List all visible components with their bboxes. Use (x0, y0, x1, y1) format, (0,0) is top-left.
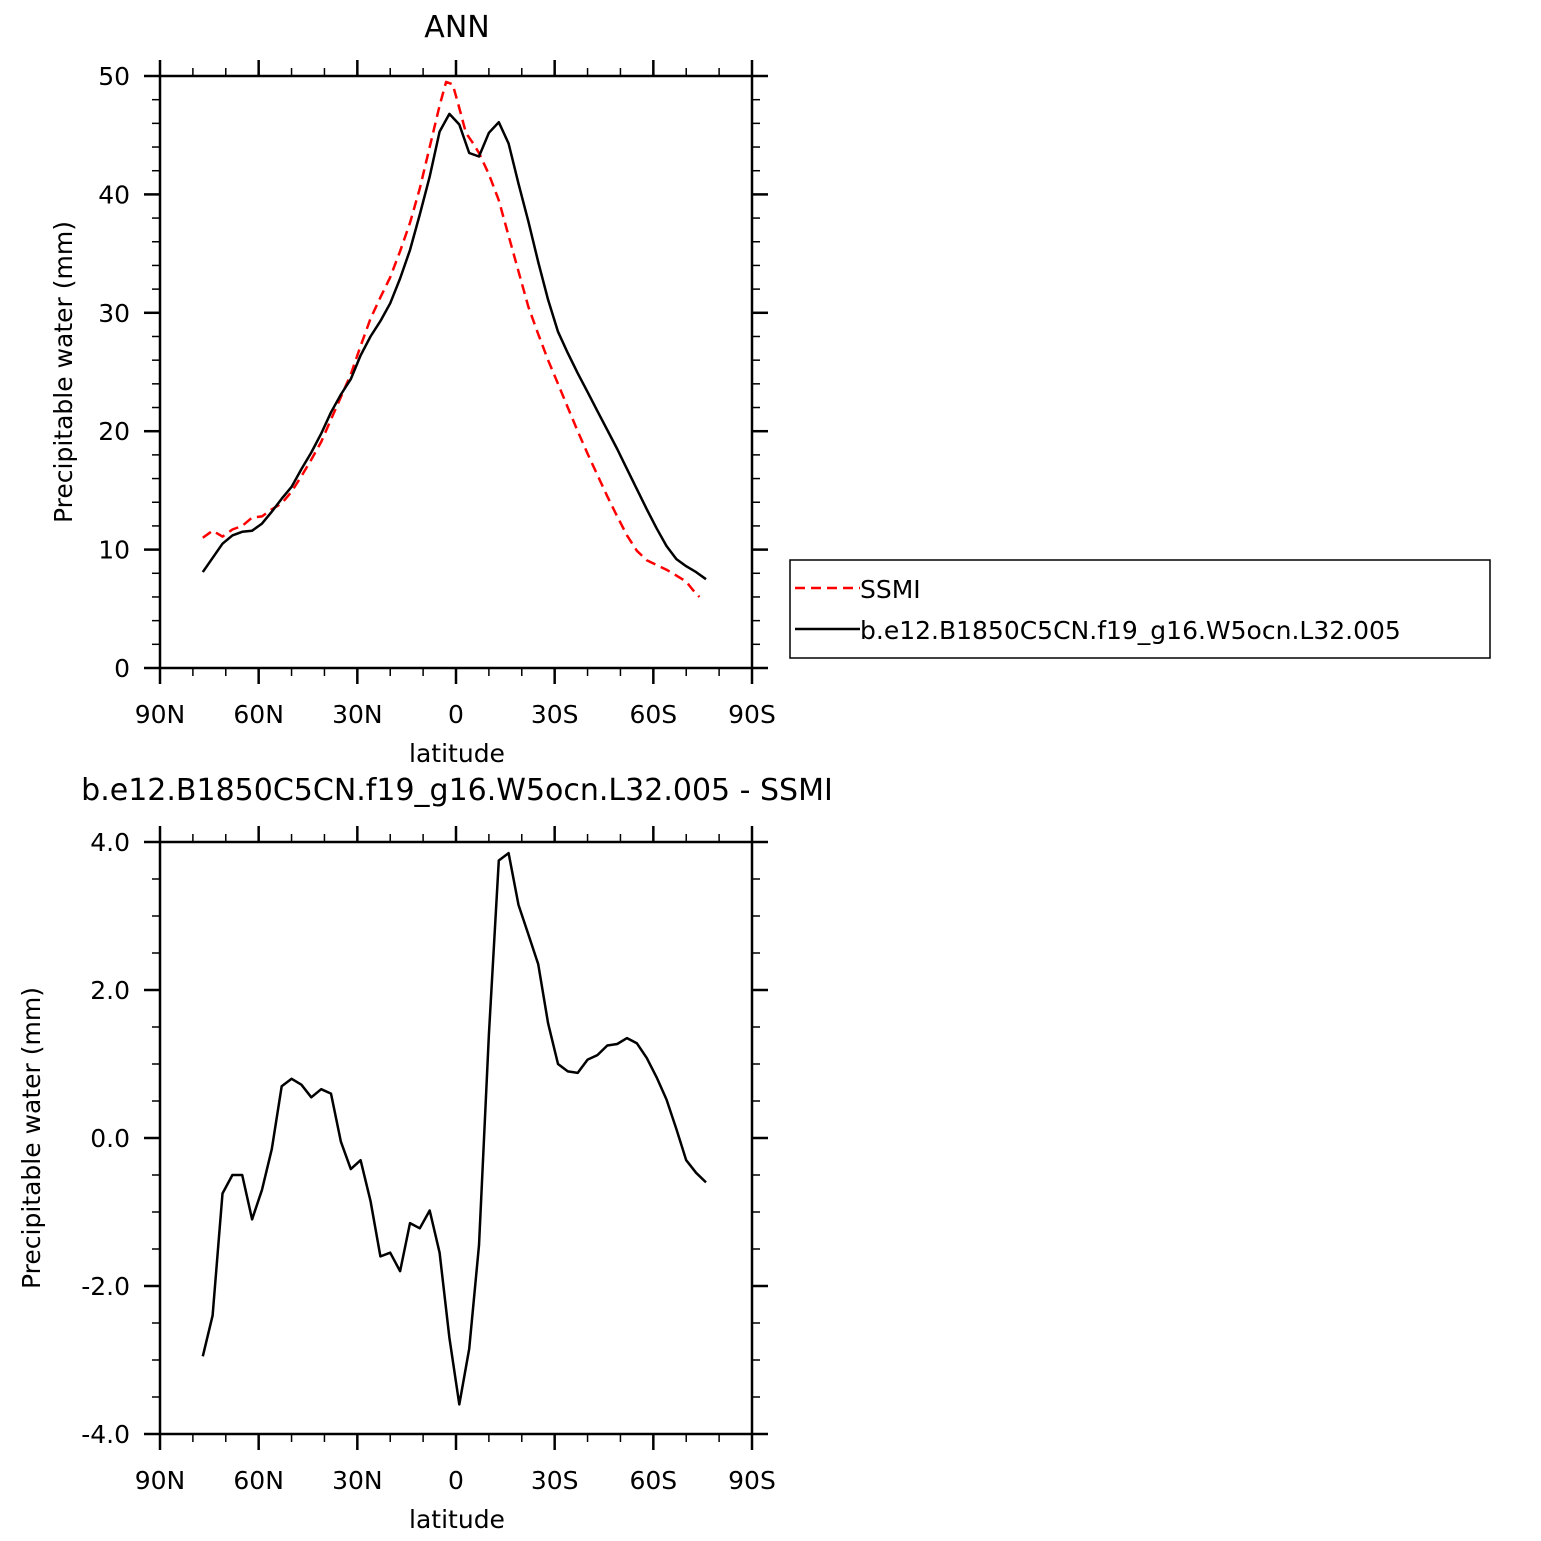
bottom-x-tick-label: 30S (531, 1466, 579, 1495)
top-y-tick-label: 0 (114, 654, 130, 683)
top-y-tick-label: 50 (98, 62, 130, 91)
bottom-panel-title: b.e12.B1850C5CN.f19_g16.W5ocn.L32.005 - … (81, 773, 833, 808)
top-series-line-1 (201, 112, 707, 581)
top-x-axis-label: latitude (409, 739, 505, 768)
bottom-y-tick-label: 0.0 (90, 1124, 130, 1153)
bottom-x-tick-label: 60S (629, 1466, 677, 1495)
top-y-tick-label: 20 (98, 417, 130, 446)
top-series-lines (201, 80, 707, 598)
bottom-y-axis-label: Precipitable water (mm) (17, 987, 46, 1289)
top-series-line-0 (202, 80, 701, 598)
legend-label-model: b.e12.B1850C5CN.f19_g16.W5ocn.L32.005 (860, 616, 1401, 645)
top-x-tick-label: 60S (629, 700, 677, 729)
bottom-panel: b.e12.B1850C5CN.f19_g16.W5ocn.L32.005 - … (17, 773, 833, 1534)
bottom-y-tick-label: -2.0 (81, 1272, 130, 1301)
bottom-x-tick-label: 60N (233, 1466, 284, 1495)
top-y-tick-label: 40 (98, 180, 130, 209)
legend-box (789, 559, 1491, 659)
bottom-y-tick-label: 2.0 (90, 976, 130, 1005)
bottom-plot-frame (158, 840, 754, 1436)
top-panel: ANN 0 10 20 30 40 50 90N 60N 30N 0 30S 60S 90S lati… (49, 10, 776, 768)
bottom-x-tick-label: 30N (332, 1466, 383, 1495)
top-x-tick-label: 30S (531, 700, 579, 729)
bottom-series-line-0 (201, 851, 707, 1406)
bottom-x-axis: 90N 60N 30N 0 30S 60S 90S (135, 826, 776, 1495)
bottom-x-tick-label: 0 (448, 1466, 464, 1495)
bottom-x-tick-label: 90N (135, 1466, 186, 1495)
top-x-tick-label: 90S (728, 700, 776, 729)
legend-label-ssmi: SSMI (860, 575, 921, 604)
top-x-tick-label: 60N (233, 700, 284, 729)
top-y-tick-label: 30 (98, 299, 130, 328)
top-y-tick-label: 10 (98, 536, 130, 565)
bottom-y-axis: -4.0 -2.0 0.0 2.0 4.0 (81, 828, 768, 1449)
top-x-tick-label: 90N (135, 700, 186, 729)
top-x-axis: 90N 60N 30N 0 30S 60S 90S (135, 60, 776, 729)
top-y-axis-label: Precipitable water (mm) (49, 221, 78, 523)
top-y-axis: 0 10 20 30 40 50 (98, 62, 768, 683)
legend: SSMI b.e12.B1850C5CN.f19_g16.W5ocn.L32.0… (789, 559, 1491, 659)
top-x-tick-label: 0 (448, 700, 464, 729)
top-plot-frame (158, 74, 754, 670)
bottom-series-lines (201, 851, 707, 1406)
bottom-x-axis-label: latitude (409, 1505, 505, 1534)
bottom-x-tick-label: 90S (728, 1466, 776, 1495)
bottom-y-tick-label: -4.0 (81, 1420, 130, 1449)
bottom-y-tick-label: 4.0 (90, 828, 130, 857)
top-x-tick-label: 30N (332, 700, 383, 729)
top-panel-title: ANN (424, 10, 489, 45)
